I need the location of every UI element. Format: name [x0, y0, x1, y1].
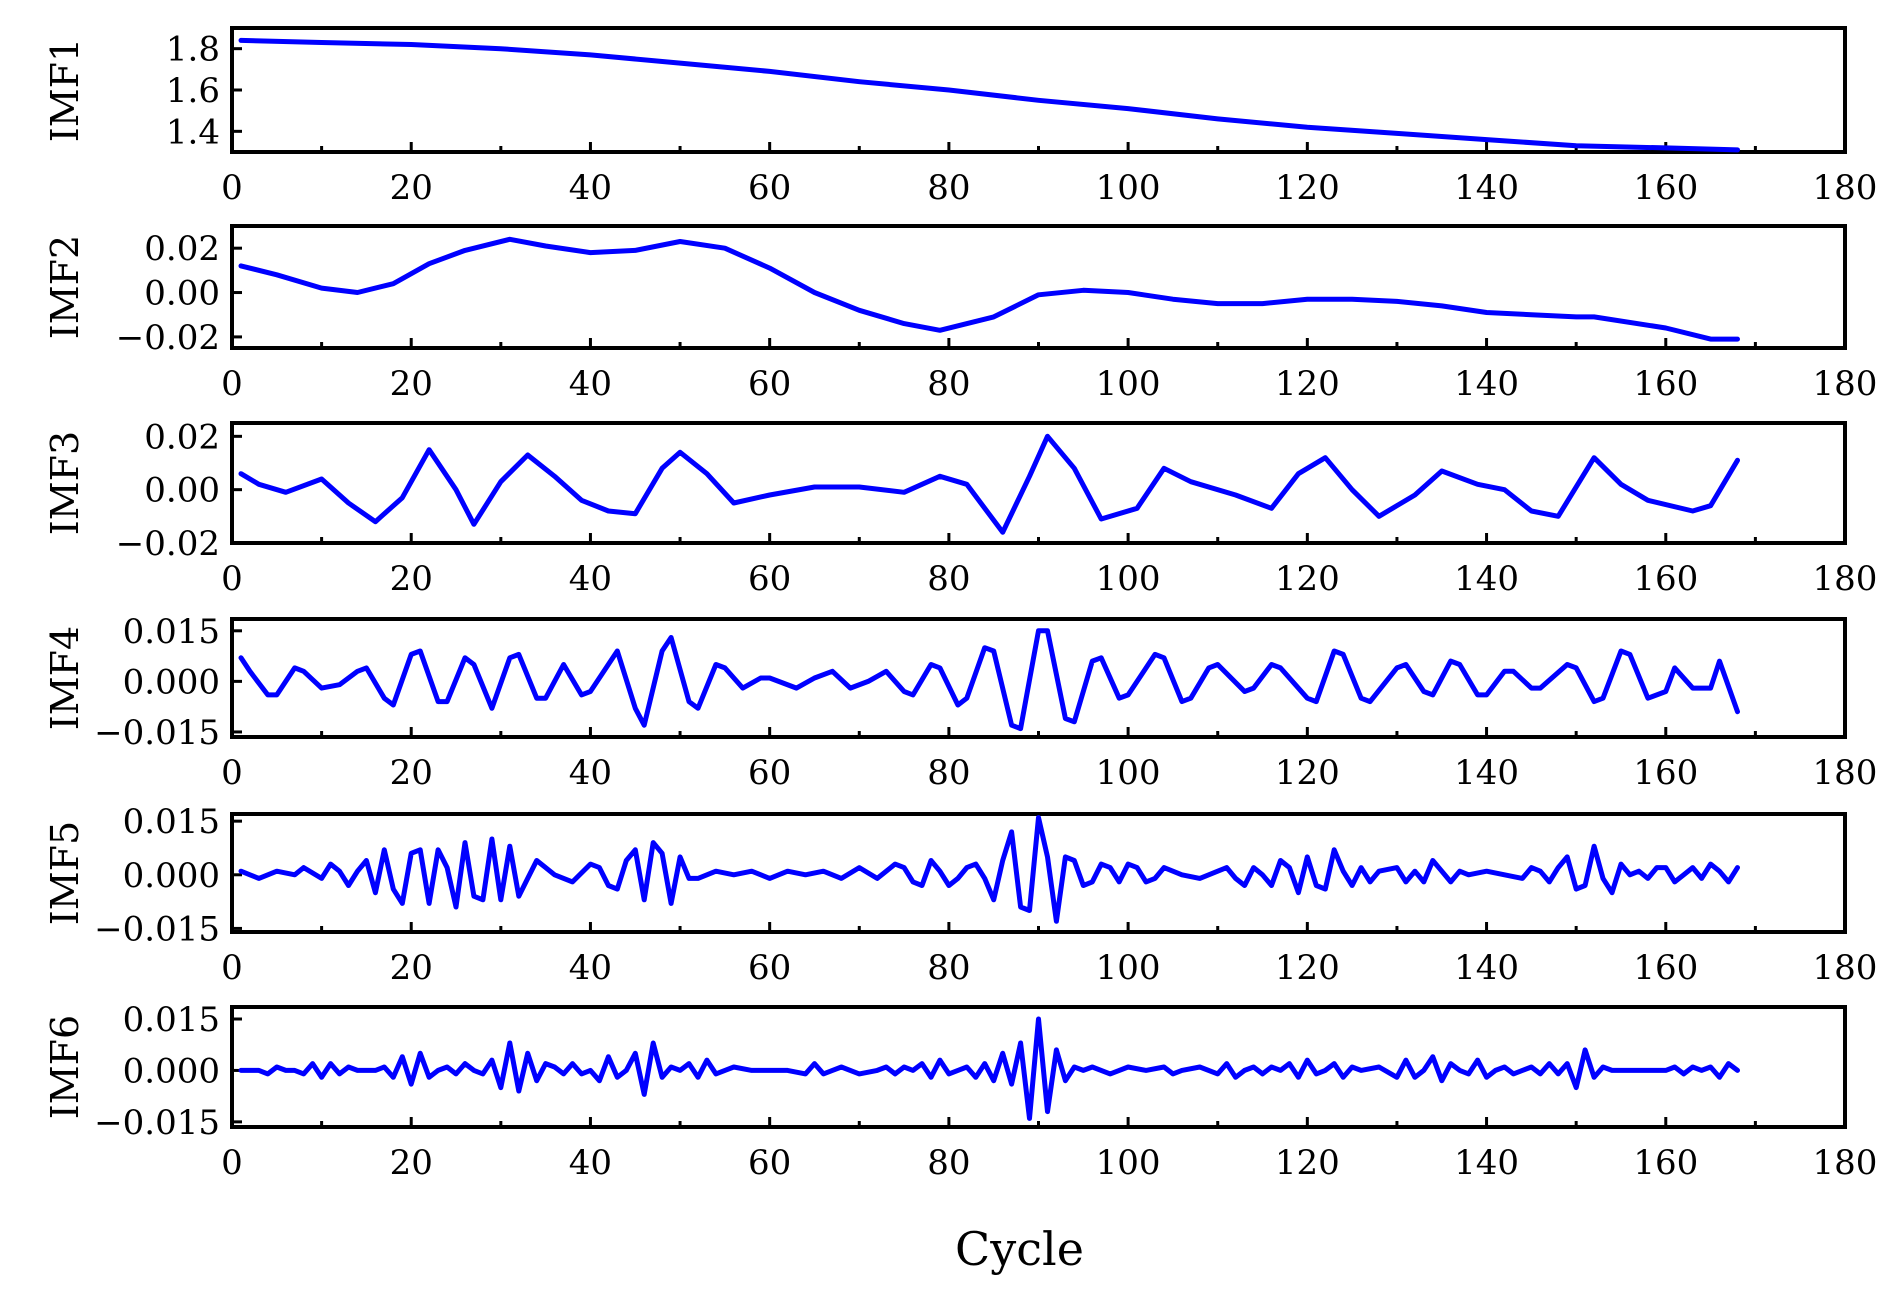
y-tick-label: 0.000 [123, 856, 220, 896]
x-tick-label: 140 [1454, 559, 1519, 599]
series-line-imf2 [238, 236, 1740, 342]
x-axis-label: Cycle [955, 1222, 1084, 1276]
y-tick-label: −0.02 [116, 524, 220, 564]
x-tick-label: 80 [927, 364, 970, 404]
x-tick-label: 80 [927, 168, 970, 208]
x-tick-label: 120 [1275, 753, 1340, 793]
x-tick-label: 100 [1096, 168, 1161, 208]
x-tick-label: 0 [221, 559, 243, 599]
x-tick-label: 60 [748, 364, 791, 404]
y-tick-label: −0.015 [94, 1103, 220, 1143]
x-tick-label: 140 [1454, 364, 1519, 404]
y-tick-label: 0.02 [144, 417, 220, 457]
y-axis-label: IMF2 [43, 235, 87, 339]
x-tick-label: 180 [1813, 168, 1878, 208]
y-tick-label: 0.00 [144, 274, 220, 314]
x-tick-label: 120 [1275, 948, 1340, 988]
x-tick-label: 20 [390, 948, 433, 988]
panel-imf3: 0 20 40 60 80 100 120 140 160 180 −0.02 0.00 0.02 IMF… [43, 417, 1877, 599]
y-tick-label: 1.4 [166, 112, 220, 152]
x-tick-label: 120 [1275, 559, 1340, 599]
y-tick-label: 0.015 [123, 1000, 220, 1040]
y-tick-label: 0.000 [123, 1051, 220, 1091]
y-tick-label: 1.6 [166, 71, 220, 111]
series-line-imf1 [238, 37, 1740, 153]
panel-imf4: 0 20 40 60 80 100 120 140 160 180 −0.015 0.000 0.015… [43, 612, 1877, 793]
x-tick-label: 180 [1813, 559, 1878, 599]
x-tick-label: 20 [390, 753, 433, 793]
x-tick-label: 160 [1633, 168, 1698, 208]
x-tick-label: 40 [569, 559, 612, 599]
x-tick-label: 40 [569, 1143, 612, 1183]
x-tick-label: 180 [1813, 364, 1878, 404]
x-tick-label: 100 [1096, 364, 1161, 404]
x-tick-label: 40 [569, 168, 612, 208]
y-tick-label: 0.02 [144, 229, 220, 269]
x-tick-label: 160 [1633, 753, 1698, 793]
panel-imf1: 0 20 40 60 80 100 120 140 160 180 1.41.61.8 IMF1 [43, 26, 1878, 208]
x-tick-label: 20 [390, 559, 433, 599]
x-tick-label: 120 [1275, 168, 1340, 208]
y-tick-label: −0.02 [116, 318, 220, 358]
y-tick-label: 1.8 [166, 30, 220, 70]
x-tick-label: 80 [927, 753, 970, 793]
x-tick-label: 20 [390, 168, 433, 208]
y-tick-label: 0.015 [123, 802, 220, 842]
y-axis-label: IMF1 [43, 38, 87, 142]
y-axis-label: IMF4 [43, 626, 87, 730]
x-tick-label: 180 [1813, 753, 1878, 793]
x-tick-label: 20 [390, 364, 433, 404]
x-tick-label: 60 [748, 948, 791, 988]
x-tick-label: 80 [927, 1143, 970, 1183]
y-axis-label: IMF3 [43, 431, 87, 535]
x-tick-label: 140 [1454, 948, 1519, 988]
x-tick-label: 120 [1275, 364, 1340, 404]
x-tick-label: 0 [221, 364, 243, 404]
x-tick-label: 100 [1096, 1143, 1161, 1183]
x-tick-label: 40 [569, 948, 612, 988]
x-tick-label: 20 [390, 1143, 433, 1183]
y-axis-label: IMF5 [43, 821, 87, 925]
x-tick-label: 160 [1633, 948, 1698, 988]
x-tick-label: 120 [1275, 1143, 1340, 1183]
x-tick-label: 140 [1454, 168, 1519, 208]
y-tick-label: 0.015 [123, 612, 220, 652]
y-tick-label: 0.000 [123, 662, 220, 702]
y-tick-label: 0.00 [144, 471, 220, 511]
x-tick-label: 60 [748, 559, 791, 599]
x-tick-label: 160 [1633, 364, 1698, 404]
x-tick-label: 160 [1633, 1143, 1698, 1183]
x-tick-label: 180 [1813, 948, 1878, 988]
x-tick-label: 0 [221, 753, 243, 793]
y-tick-label: −0.015 [94, 909, 220, 949]
x-tick-label: 40 [569, 364, 612, 404]
x-tick-label: 80 [927, 948, 970, 988]
series-line-imf3 [238, 433, 1740, 535]
series-line-imf5 [238, 815, 1740, 924]
x-tick-label: 100 [1096, 753, 1161, 793]
x-tick-label: 60 [748, 753, 791, 793]
series-line-imf6 [238, 1016, 1740, 1121]
x-tick-label: 0 [221, 168, 243, 208]
series-line-imf4 [238, 628, 1740, 732]
x-tick-label: 100 [1096, 948, 1161, 988]
x-tick-label: 40 [569, 753, 612, 793]
x-tick-label: 180 [1813, 1143, 1878, 1183]
x-tick-label: 60 [748, 1143, 791, 1183]
plot-frame [230, 224, 1847, 350]
x-tick-label: 100 [1096, 559, 1161, 599]
x-tick-label: 140 [1454, 753, 1519, 793]
y-axis-label: IMF6 [43, 1015, 87, 1119]
x-tick-label: 0 [221, 1143, 243, 1183]
x-tick-label: 0 [221, 948, 243, 988]
x-tick-label: 80 [927, 559, 970, 599]
panel-imf5: 0 20 40 60 80 100 120 140 160 180 −0.015 0.000 0.015… [43, 802, 1877, 988]
x-tick-label: 60 [748, 168, 791, 208]
panel-imf2: 0 20 40 60 80 100 120 140 160 180 −0.020.00 0.02 IMF… [43, 224, 1878, 404]
x-tick-label: 160 [1633, 559, 1698, 599]
x-tick-label: 140 [1454, 1143, 1519, 1183]
y-tick-label: −0.015 [94, 713, 220, 753]
panel-imf6: 0 20 40 60 80 100 120 140 160 180 −0.015 0.000 0.015… [43, 1000, 1877, 1183]
